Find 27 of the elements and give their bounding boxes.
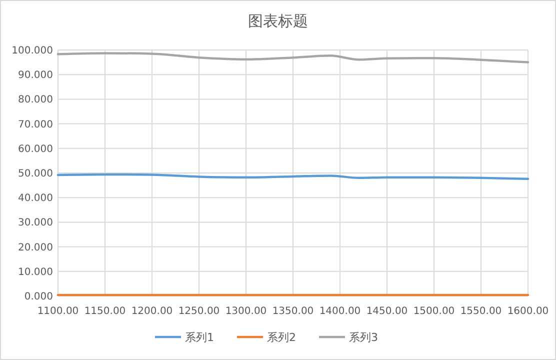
- x-tick-label: 1500.00: [413, 306, 455, 317]
- y-tick-label: 50.000: [18, 168, 53, 180]
- x-tick-label: 1200.00: [131, 306, 173, 317]
- y-tick-label: 30.000: [18, 218, 53, 229]
- x-tick-label: 1450.00: [366, 306, 408, 317]
- legend-label: 系列2: [267, 331, 296, 344]
- y-tick-label: 70.000: [18, 119, 53, 130]
- x-tick-label: 1250.00: [178, 306, 220, 317]
- chart-title: 图表标题: [248, 12, 308, 30]
- x-tick-label: 1550.00: [460, 306, 502, 317]
- x-tick-label: 1100.00: [37, 306, 79, 317]
- y-tick-label: 90.000: [18, 70, 53, 82]
- y-tick-label: 10.000: [18, 266, 53, 278]
- legend-label: 系列3: [349, 331, 378, 344]
- y-tick-label: 100.000: [12, 46, 53, 56]
- line-series: [56, 52, 530, 64]
- y-tick-label: 80.000: [18, 94, 53, 106]
- x-tick-label: 1600.00: [507, 306, 549, 317]
- x-tick-label: 1150.00: [84, 306, 126, 317]
- y-tick-label: 60.000: [18, 144, 53, 155]
- x-tick-label: 1300.00: [225, 306, 267, 317]
- x-tick-label: 1400.00: [319, 306, 361, 317]
- x-tick-label: 1350.00: [272, 306, 314, 317]
- legend-label: 系列1: [185, 331, 214, 344]
- y-tick-label: 20.000: [18, 242, 53, 254]
- y-tick-label: 0.000: [24, 292, 53, 302]
- y-tick-label: 40.000: [18, 193, 53, 204]
